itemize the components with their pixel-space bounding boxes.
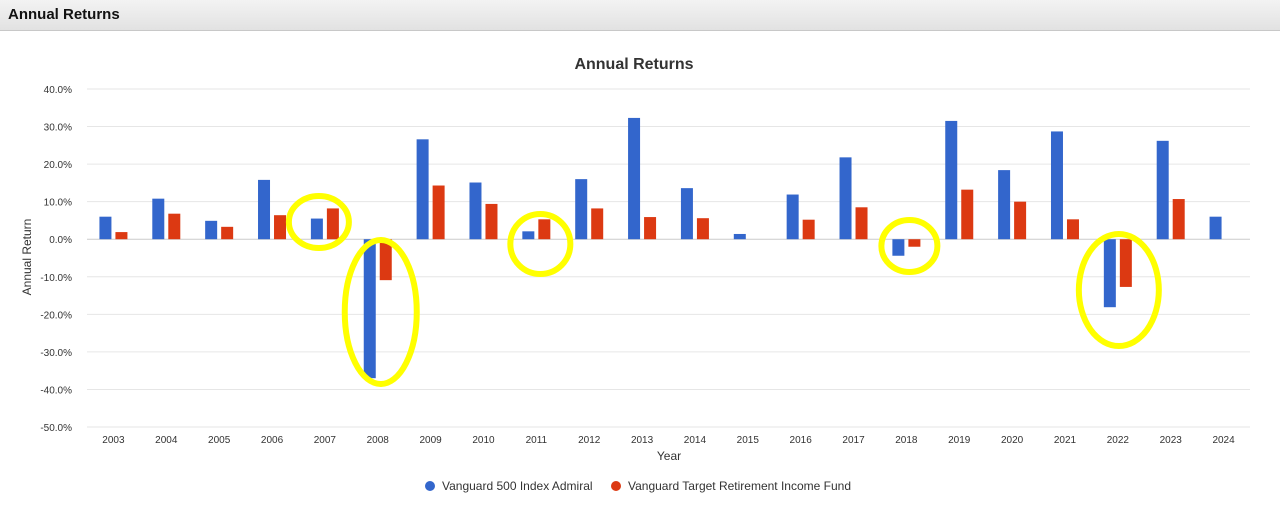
highlight-loop-1 (285, 193, 352, 251)
bar-1-2004 (152, 198, 165, 240)
x-tick-label: 2020 (1001, 435, 1024, 446)
bar-1-2009 (416, 139, 429, 240)
y-tick-label: 40.0% (44, 85, 72, 96)
highlight-annotations (285, 193, 1162, 387)
bar-1-2023 (1156, 140, 1169, 240)
x-tick-label: 2024 (1212, 435, 1235, 446)
grid-layer (87, 88, 1250, 428)
bar-1-2013 (628, 117, 641, 240)
legend-label-series-1: Vanguard 500 Index Admiral (442, 479, 593, 493)
y-tick-label: -50.0% (40, 423, 72, 434)
x-tick-label: 2017 (842, 435, 865, 446)
x-tick-label: 2005 (208, 435, 231, 446)
bar-1-2007 (310, 218, 323, 240)
legend-marker-series-1 (425, 481, 435, 491)
bar-2-2016 (802, 219, 815, 240)
x-tick-label: 2009 (419, 435, 442, 446)
bar-1-2017 (839, 157, 852, 240)
bar-2-2009 (432, 185, 445, 240)
y-tick-label: 30.0% (44, 123, 72, 134)
x-tick-label: 2003 (102, 435, 125, 446)
chart-title: Annual Returns (574, 56, 693, 73)
x-tick-label: 2004 (155, 435, 178, 446)
highlight-loop-4 (878, 217, 941, 275)
bars (99, 117, 1222, 379)
y-tick-label: 10.0% (44, 198, 72, 209)
bar-1-2022 (1103, 239, 1116, 308)
highlight-loop-2 (341, 237, 420, 387)
bar-2-2020 (1014, 201, 1027, 240)
bar-2-2008 (379, 239, 392, 281)
x-tick-label: 2022 (1107, 435, 1130, 446)
bar-1-2020 (998, 170, 1011, 240)
bar-2-2019 (961, 189, 974, 240)
bar-1-2003 (99, 216, 112, 240)
window-title-bar: Annual Returns (0, 0, 1280, 31)
bar-2-2007 (326, 208, 339, 240)
window-title: Annual Returns (8, 6, 120, 23)
bar-2-2017 (855, 207, 868, 240)
x-tick-label: 2015 (737, 435, 760, 446)
bar-1-2021 (1050, 131, 1063, 240)
y-axis-ticks: 40.0% 30.0% 20.0% 10.0% 0.0% -10.0% -20.0% -30.… (40, 85, 72, 434)
x-tick-label: 2018 (895, 435, 918, 446)
bar-2-2018 (908, 239, 921, 247)
highlight-loop-3 (507, 211, 574, 277)
bar-1-2014 (680, 188, 693, 240)
bar-2-2011 (538, 219, 551, 240)
x-axis-ticks: 2003 2004 2005 2006 2007 2008 2009 2010 2011 2012… (102, 435, 1235, 446)
bar-1-2019 (945, 120, 958, 240)
x-tick-label: 2006 (261, 435, 284, 446)
bar-2-2022 (1119, 239, 1132, 287)
x-tick-label: 2010 (472, 435, 495, 446)
bar-2-2003 (115, 232, 128, 240)
bar-1-2015 (733, 233, 746, 240)
y-axis-title: Annual Return (20, 219, 34, 296)
bar-1-2006 (258, 179, 271, 240)
bar-1-2012 (575, 179, 588, 240)
bar-2-2005 (221, 226, 234, 240)
x-tick-label: 2014 (684, 435, 707, 446)
y-tick-label: -30.0% (40, 348, 72, 359)
legend: Vanguard 500 Index Admiral Vanguard Targ… (425, 479, 851, 493)
bar-1-2011 (522, 231, 535, 240)
highlight-loop-5 (1075, 231, 1162, 349)
y-tick-label: -40.0% (40, 385, 72, 396)
bar-2-2013 (644, 217, 657, 240)
legend-label-series-2: Vanguard Target Retirement Income Fund (628, 479, 851, 493)
x-axis-title: Year (657, 449, 681, 463)
x-tick-label: 2023 (1160, 435, 1183, 446)
x-tick-label: 2019 (948, 435, 971, 446)
y-tick-label: 0.0% (49, 235, 72, 246)
bar-1-2016 (786, 194, 799, 240)
bar-2-2004 (168, 213, 181, 240)
y-tick-label: 20.0% (44, 160, 72, 171)
y-tick-label: -20.0% (40, 310, 72, 321)
x-tick-label: 2007 (314, 435, 337, 446)
bar-2-2006 (274, 215, 287, 240)
x-tick-label: 2011 (526, 435, 548, 446)
x-tick-label: 2013 (631, 435, 654, 446)
bar-1-2010 (469, 182, 482, 240)
y-tick-label: -10.0% (40, 273, 72, 284)
bar-2-2012 (591, 208, 604, 240)
bar-2-2021 (1066, 219, 1079, 240)
bar-2-2023 (1172, 199, 1185, 240)
x-tick-label: 2012 (578, 435, 601, 446)
x-tick-label: 2021 (1054, 435, 1077, 446)
x-tick-label: 2008 (367, 435, 390, 446)
bar-2-2014 (696, 218, 709, 240)
x-tick-label: 2016 (790, 435, 813, 446)
bar-1-2005 (205, 220, 218, 240)
bar-1-2024 (1209, 216, 1222, 240)
bar-2-2010 (485, 203, 498, 240)
bar-1-2008 (363, 239, 376, 379)
bar-1-2018 (892, 239, 905, 256)
legend-marker-series-2 (611, 481, 621, 491)
